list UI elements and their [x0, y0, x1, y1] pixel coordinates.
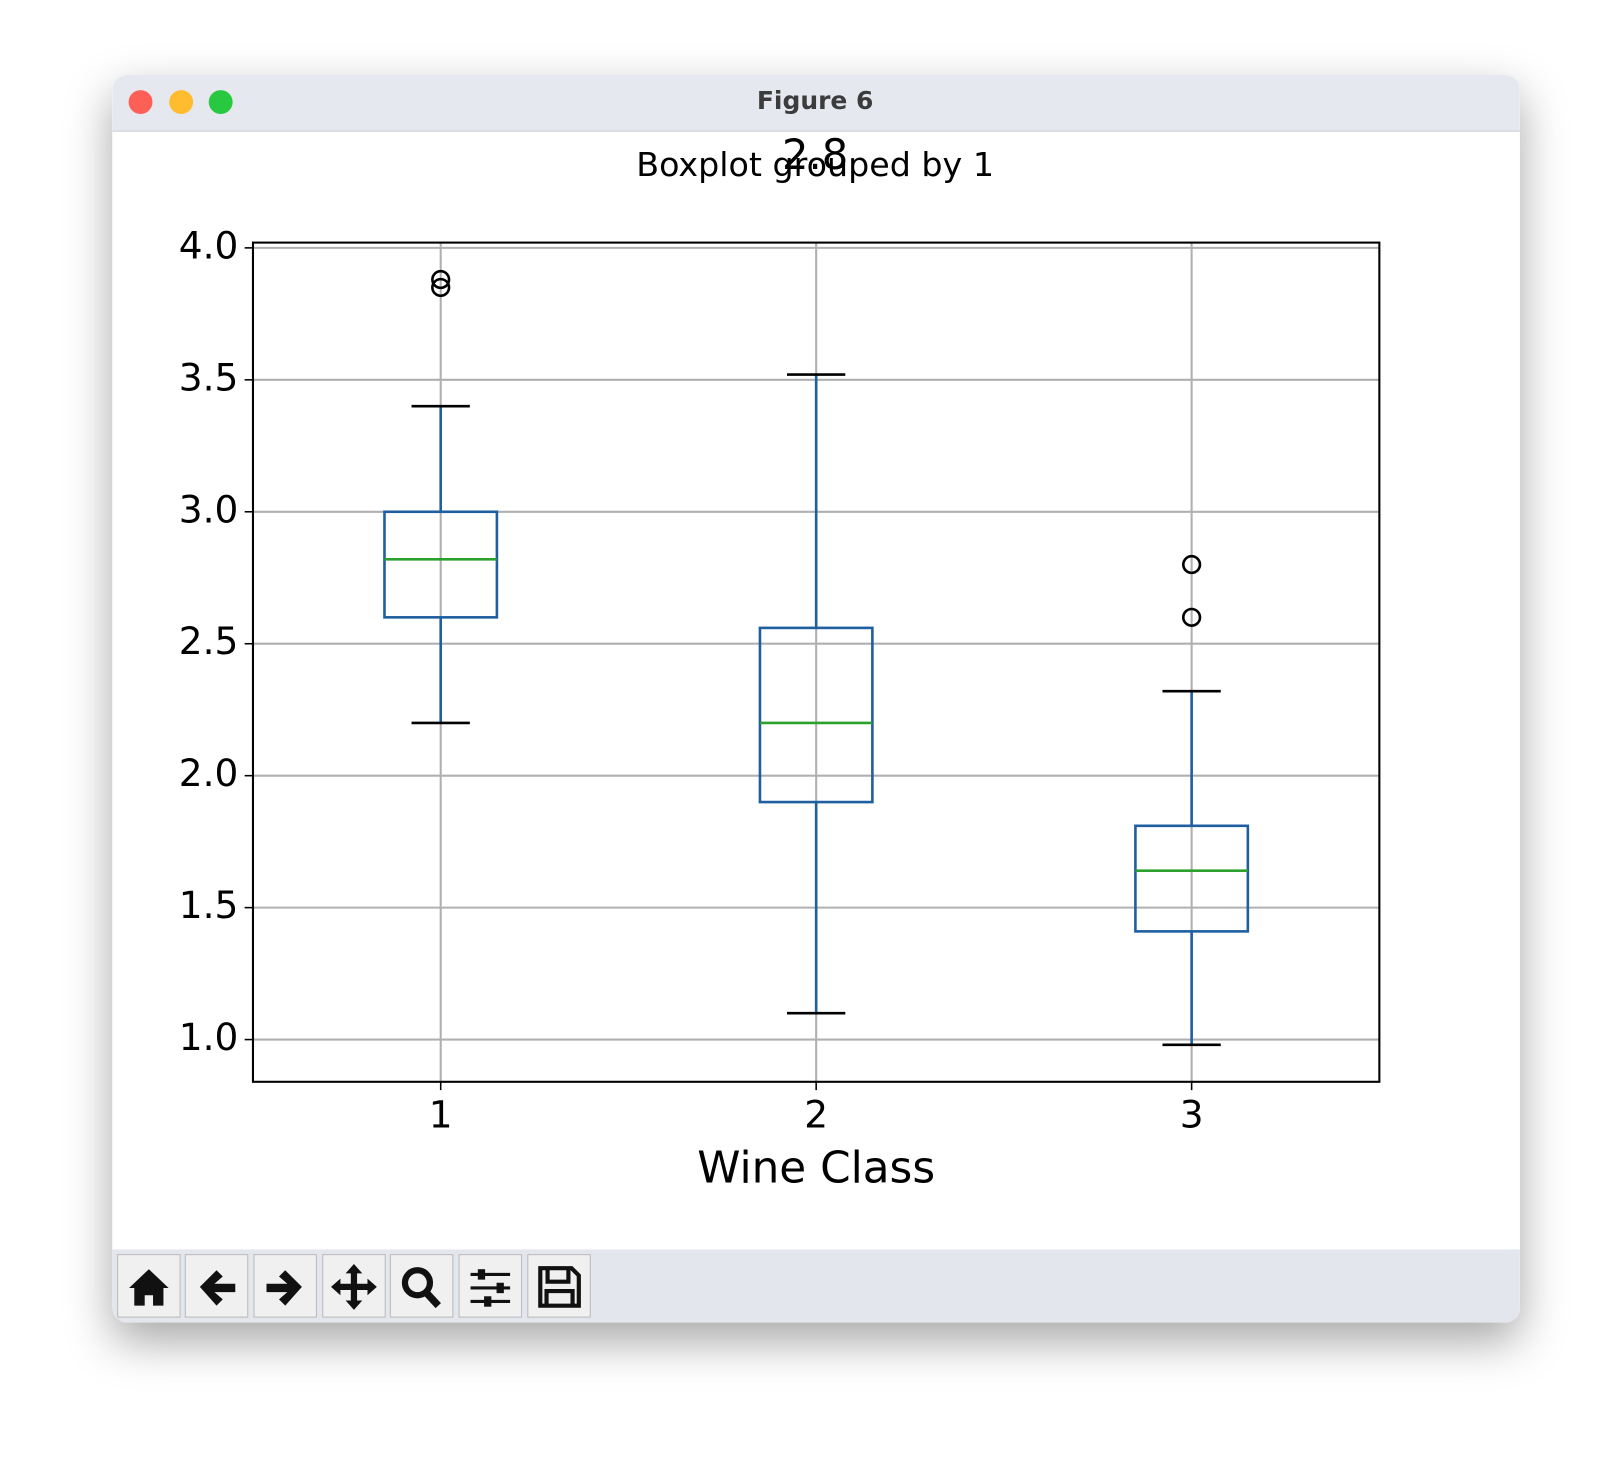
- y-tick-label: 1.0: [179, 1015, 239, 1059]
- box: [1134, 824, 1250, 933]
- forward-icon: [266, 1270, 302, 1306]
- configure-icon: [470, 1269, 511, 1307]
- x-tick-label: 1: [429, 1093, 453, 1137]
- chart-title: Boxplot grouped by 1: [636, 145, 994, 184]
- close-button[interactable]: [128, 90, 153, 115]
- zoom-button[interactable]: [208, 90, 233, 115]
- x-axis-label: Wine Class: [697, 1142, 935, 1193]
- title-bar: [112, 74, 1520, 132]
- configure-button[interactable]: [458, 1254, 523, 1318]
- toolbar-icons: [129, 1264, 581, 1310]
- x-tick-label: 2: [804, 1093, 828, 1137]
- flier: [431, 269, 451, 290]
- chart-suptitle: 2.8: [782, 130, 848, 179]
- y-tick-label: 2.5: [179, 619, 239, 663]
- back-icon: [199, 1270, 236, 1306]
- x-tick-label: 3: [1180, 1093, 1204, 1137]
- flier: [1181, 554, 1202, 575]
- y-tick-label: 4.0: [179, 223, 239, 267]
- plot-frame: [251, 241, 1381, 1083]
- y-tick-label: 1.5: [179, 883, 239, 927]
- home-icon: [129, 1269, 169, 1306]
- save-icon: [538, 1266, 581, 1308]
- zoom-tool-button[interactable]: [389, 1254, 454, 1318]
- plot: Wine Class 1.0 1.5 2.0 2.5 3.0 3.5 4.0 1 2 3 Boxpl…: [179, 130, 1381, 1193]
- pan-icon: [331, 1264, 377, 1310]
- flier: [431, 277, 451, 298]
- window-title: Figure 6: [757, 86, 874, 115]
- flier: [1181, 607, 1202, 627]
- zoom-icon: [401, 1267, 434, 1299]
- box: [758, 626, 874, 804]
- y-tick-label: 3.0: [179, 487, 239, 531]
- y-tick-label: 3.5: [179, 355, 239, 399]
- zoom-icon-handle: [423, 1289, 441, 1309]
- y-tick-label: 2.0: [179, 751, 239, 795]
- box: [383, 510, 499, 619]
- minimize-button[interactable]: [169, 90, 194, 115]
